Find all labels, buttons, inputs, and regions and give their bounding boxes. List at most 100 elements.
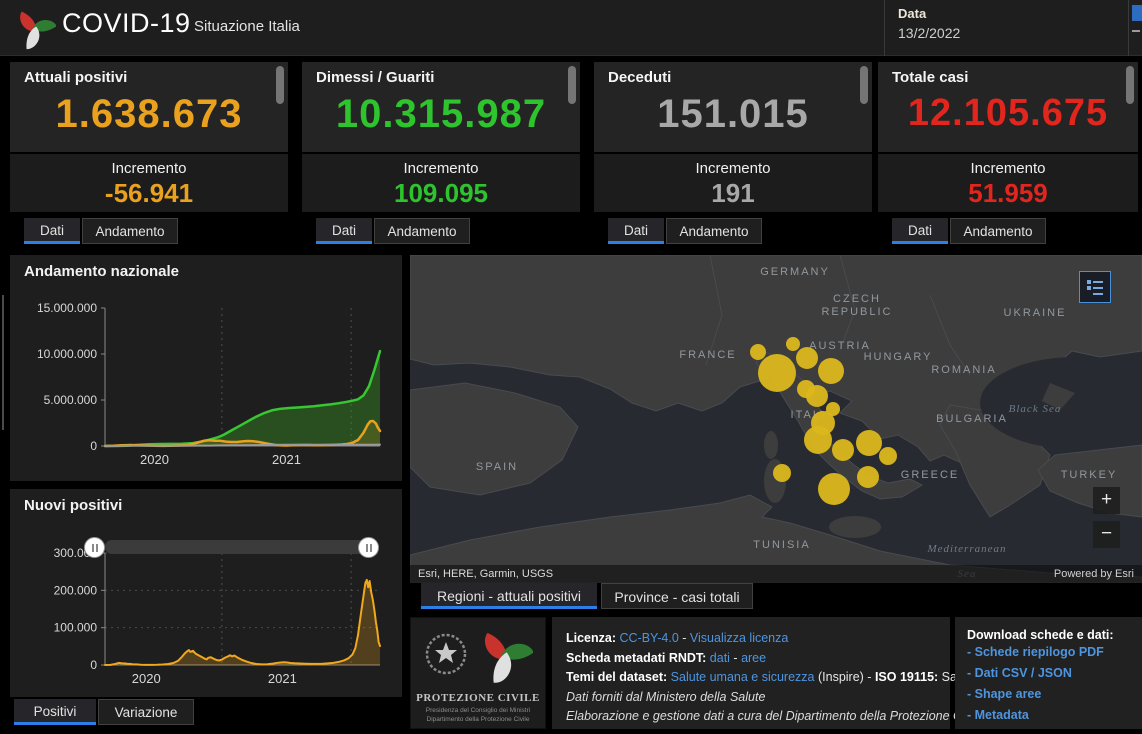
org-subline-2: Dipartimento della Protezione Civile [426,716,530,723]
svg-text:GERMANY: GERMANY [760,266,830,278]
svg-text:TURKEY: TURKEY [1061,469,1118,481]
card-value: 12.105.675 [907,92,1109,134]
italy-emblem-icon [425,633,467,675]
tab-andamento[interactable]: Andamento [374,218,470,244]
svg-text:Black Sea: Black Sea [1009,403,1062,415]
rndt-label: Scheda metadati RNDT: [566,650,707,665]
card-increment-section: Incremento 191 [594,152,872,212]
protezione-civile-emblem-icon [484,632,533,683]
card-title: Totale casi [892,69,969,86]
svg-text:100.000: 100.000 [54,621,98,635]
header-bar: COVID-19 Situazione Italia Data 13/2/202… [0,0,1142,56]
card-title: Attuali positivi [24,69,128,86]
tab-regioni-attuali-positivi[interactable]: Regioni - attuali positivi [421,583,597,609]
map-zoom-in-button[interactable]: + [1093,487,1120,514]
svg-text:0: 0 [90,439,97,453]
map-data-bubbles [750,337,897,505]
download-shape-link[interactable]: - Shape aree [967,687,1042,701]
map-tabs: Regioni - attuali positivi Province - ca… [410,583,1142,610]
card-value: 151.015 [657,92,809,136]
map-zoom-out-button[interactable]: − [1093,521,1120,548]
panel-nuovi-positivi: Nuovi positivi 300.000 200.000 100.000 0 202… [10,489,402,697]
tab-variazione[interactable]: Variazione [98,699,194,725]
card-attuali-positivi: Attuali positivi 1.638.673 Incremento -5… [10,62,288,212]
svg-text:GREECE: GREECE [901,469,959,481]
tab-positivi[interactable]: Positivi [14,699,96,725]
svg-text:0: 0 [90,658,97,672]
dataset-themes-line: Temi del dataset: Salute umana e sicurez… [566,668,977,688]
rndt-aree-link[interactable]: aree [741,650,767,665]
clipped-panel-fragment [1132,5,1142,21]
card-scrollbar[interactable] [568,66,576,104]
svg-text:HUNGARY: HUNGARY [864,351,933,363]
svg-text:10.000.000: 10.000.000 [37,347,97,361]
slider-handle-icon [95,543,98,552]
panel-title: Nuovi positivi [24,497,123,514]
slider-handle-icon [91,543,94,552]
panel-andamento-nazionale: Andamento nazionale 15.000.000 10.000.000… [10,255,402,481]
data-source-note: Dati forniti dal Ministero della Salute [566,689,766,704]
range-slider-handle-left[interactable] [84,537,105,558]
page-scrollbar[interactable] [2,295,4,430]
legend-button[interactable] [1079,271,1111,303]
header-divider [884,0,885,56]
map-container[interactable]: GERMANY CZECH REPUBLIC UKRAINE FRANCE AUSTRIA… [410,255,1142,583]
download-csv-json-link[interactable]: - Dati CSV / JSON [967,666,1072,680]
svg-text:200.000: 200.000 [54,583,98,597]
increment-value: 191 [711,178,755,208]
download-title: Download schede e dati: [967,628,1114,642]
increment-label: Incremento [403,160,479,177]
footer-download-panel: Download schede e dati: - Schede riepilo… [955,617,1142,729]
svg-text:5.000.000: 5.000.000 [44,393,98,407]
download-pdf-link[interactable]: - Schede riepilogo PDF [967,645,1104,659]
tab-dati[interactable]: Dati [316,218,372,244]
salute-umana-link[interactable]: Salute umana e sicurezza [670,670,815,684]
inspire-text: (Inspire) - [814,670,875,684]
powered-by-esri: Powered by Esri [1053,568,1134,580]
rndt-dati-link[interactable]: dati [709,650,730,665]
data-management-note: Elaborazione e gestione dati a cura del … [566,709,984,723]
tab-dati[interactable]: Dati [24,218,80,244]
card1-tabs: Dati Andamento [10,218,288,245]
card-deceduti: Deceduti 151.015 Incremento 191 [594,62,872,212]
svg-text:BULGARIA: BULGARIA [936,413,1008,425]
nuovi-positivi-tabs: Positivi Variazione [10,699,402,726]
card-dimessi-guariti: Dimessi / Guariti 10.315.987 Incremento … [302,62,580,212]
download-metadata-link[interactable]: - Metadata [967,708,1029,722]
org-subline-1: Presidenza del Consiglio dei Ministri [425,707,531,714]
tab-province-casi-totali[interactable]: Province - casi totali [601,583,753,609]
svg-text:REPUBLIC: REPUBLIC [821,306,892,318]
svg-text:2021: 2021 [268,671,297,686]
increment-label: Incremento [970,160,1046,177]
footer-logo-panel: PROTEZIONE CIVILE Presidenza del Consigl… [410,617,546,729]
tab-dati[interactable]: Dati [892,218,948,244]
increment-value: 51.959 [968,178,1048,208]
tab-andamento[interactable]: Andamento [666,218,762,244]
view-license-link[interactable]: Visualizza licenza [689,631,789,645]
card-scrollbar[interactable] [860,66,868,104]
card-scrollbar[interactable] [276,66,284,104]
separator: - [729,650,742,665]
panel-title: Andamento nazionale [24,263,180,280]
time-range-slider-track[interactable] [105,540,378,554]
increment-value: 109.095 [394,178,488,208]
org-name: PROTEZIONE CIVILE [416,692,540,704]
legend-icon [1087,280,1103,295]
tab-andamento[interactable]: Andamento [82,218,178,244]
card-increment-section: Incremento -56.941 [10,152,288,212]
license-link[interactable]: CC-BY-4.0 [619,631,679,645]
svg-text:CZECH: CZECH [833,293,881,305]
map-attribution: Powered by Esri Esri, HERE, Garmin, USGS [410,565,1142,583]
card-value: 1.638.673 [55,92,243,136]
card-increment-section: Incremento 109.095 [302,152,580,212]
card-scrollbar[interactable] [1126,66,1134,104]
card-increment-section: Incremento 51.959 [878,152,1138,212]
tab-andamento[interactable]: Andamento [950,218,1046,244]
increment-value: -56.941 [104,178,194,208]
tab-dati[interactable]: Dati [608,218,664,244]
range-slider-handle-right[interactable] [358,537,379,558]
svg-text:TUNISIA: TUNISIA [753,539,810,551]
